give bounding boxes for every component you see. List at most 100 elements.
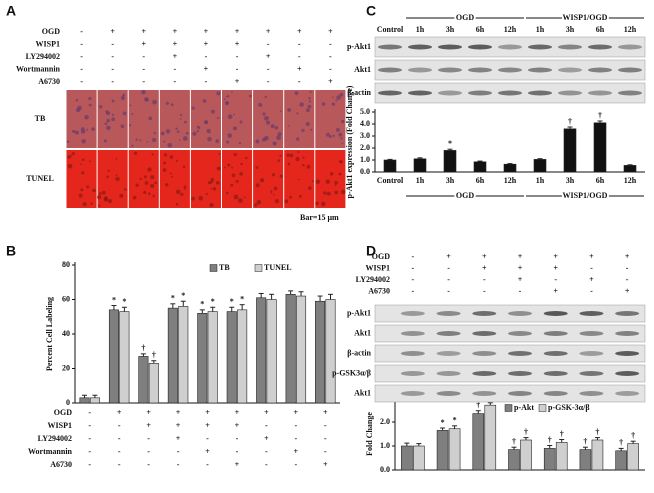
condition-sign: - [554, 275, 557, 284]
condition-sign: - [590, 263, 593, 272]
cell [272, 193, 275, 196]
cell [209, 202, 214, 208]
cell [264, 115, 269, 121]
cell [147, 167, 152, 172]
band [588, 90, 612, 96]
condition-sign: - [80, 52, 83, 61]
bar [443, 150, 457, 173]
significance-marker: † [524, 427, 528, 436]
cell [144, 181, 149, 185]
y-axis-label: Fold Change [365, 412, 374, 456]
blot-label: p-GSK3α/β [332, 368, 371, 377]
condition-sign: - [265, 421, 268, 430]
cell [299, 102, 304, 107]
band [618, 90, 642, 96]
cell [338, 132, 343, 137]
significance-marker: † [598, 111, 602, 120]
cell [225, 95, 228, 98]
band [528, 90, 552, 96]
cell [207, 181, 211, 185]
significance-marker: * [240, 295, 244, 304]
bar [79, 397, 90, 404]
cell [286, 153, 290, 157]
bar [226, 311, 237, 404]
condition-sign: + [625, 286, 630, 295]
cell [170, 103, 174, 107]
legend-swatch [254, 264, 263, 272]
cell [207, 136, 212, 142]
condition-sign: - [298, 52, 301, 61]
significance-marker: † [512, 437, 516, 446]
cell [143, 97, 149, 102]
cell [115, 176, 120, 182]
condition-sign: + [266, 27, 271, 36]
y-tick-label: 2.0 [360, 143, 370, 152]
cell [151, 137, 157, 143]
condition-sign: - [111, 77, 114, 86]
condition-sign: + [205, 408, 210, 417]
cell [320, 201, 326, 207]
condition-sign: - [519, 286, 522, 295]
cell [340, 189, 346, 195]
cell [308, 96, 311, 100]
band [558, 90, 582, 96]
condition-sign: + [141, 27, 146, 36]
band [438, 44, 462, 50]
band [400, 391, 425, 396]
cell [210, 187, 213, 190]
cell [176, 130, 180, 134]
band [579, 351, 604, 356]
condition-sign: + [117, 408, 122, 417]
condition-sign: - [626, 275, 629, 284]
cell [254, 203, 258, 207]
cell [270, 124, 275, 129]
band [400, 371, 425, 376]
band [543, 331, 568, 336]
condition-label: Wortmannin [28, 447, 73, 456]
cell [301, 128, 305, 133]
cell [341, 142, 344, 145]
y-axis-label: Percent Cell Labeling [45, 297, 54, 371]
cell [302, 164, 305, 167]
band [618, 44, 642, 50]
cell [80, 129, 86, 134]
cell [232, 126, 237, 131]
cell [120, 124, 125, 129]
cell [67, 163, 73, 169]
condition-sign: - [412, 275, 415, 284]
band [528, 44, 552, 50]
micrograph [284, 90, 315, 148]
condition-sign: + [297, 64, 302, 73]
condition-label: OGD [42, 27, 60, 36]
cell [284, 199, 289, 204]
micrograph [128, 150, 159, 208]
bar [591, 439, 604, 471]
bar [543, 448, 556, 471]
bar [325, 299, 336, 404]
condition-sign: + [328, 27, 333, 36]
condition-sign: - [177, 460, 180, 469]
cell [224, 166, 226, 169]
condition-sign: + [264, 408, 269, 417]
cell [154, 181, 157, 184]
blot [374, 36, 646, 58]
cell [273, 186, 278, 191]
condition-sign: + [518, 275, 523, 284]
bar [296, 295, 307, 404]
lane-label: 12h [624, 25, 637, 34]
cell [133, 151, 138, 155]
condition-label: LY294002 [26, 52, 60, 61]
significance-marker: * [200, 300, 204, 309]
micrograph [315, 150, 346, 208]
cell [288, 125, 290, 127]
cell [78, 193, 83, 198]
micrograph [190, 150, 221, 208]
cell [182, 165, 186, 169]
condition-sign: + [553, 286, 558, 295]
cell [328, 134, 332, 138]
condition-sign: - [483, 286, 486, 295]
cell [306, 164, 311, 169]
cell [180, 192, 184, 196]
bar [401, 445, 413, 471]
